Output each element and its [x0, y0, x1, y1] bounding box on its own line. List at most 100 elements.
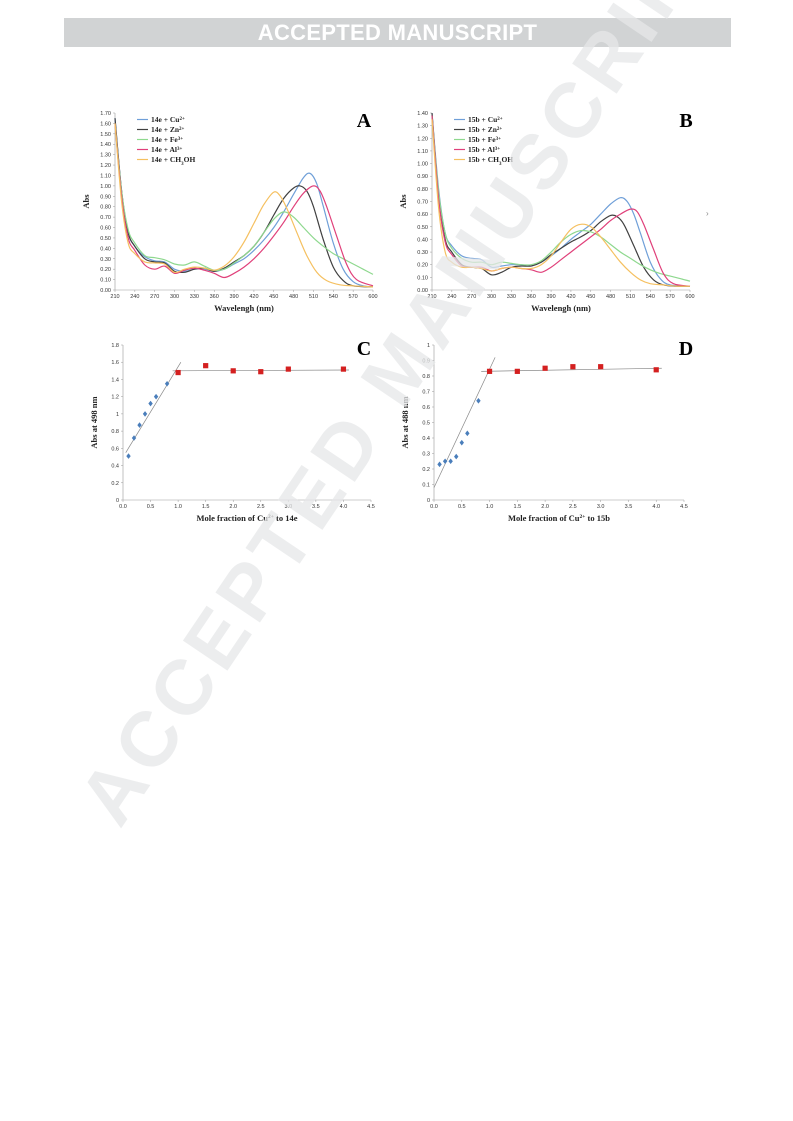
series-line-4 [114, 123, 374, 287]
x-tick-label: 3.5 [312, 504, 320, 510]
data-point-diamond [164, 380, 170, 387]
data-point-square [175, 369, 181, 376]
series-line-3 [431, 115, 691, 282]
x-tick-label: 4.5 [680, 504, 688, 510]
data-point-diamond [126, 453, 131, 459]
x-tick-label: 1.0 [174, 504, 182, 510]
data-point-diamond [442, 458, 448, 465]
y-tick-label: 0.90 [100, 194, 111, 200]
x-tick-label: 600 [368, 294, 377, 300]
x-tick-label: 2.5 [257, 504, 265, 510]
y-tick-label: 1.10 [100, 173, 111, 179]
data-point-square [230, 368, 236, 374]
y-tick-label: 0.10 [100, 278, 111, 284]
data-point-diamond [459, 439, 464, 446]
y-tick-label: 1.30 [417, 124, 428, 130]
y-tick-label: 0.30 [100, 257, 111, 263]
y-tick-label: 0.30 [417, 250, 428, 256]
y-tick-label: 1 [116, 412, 119, 418]
x-tick-label: 210 [427, 294, 436, 300]
data-point-square [542, 365, 548, 371]
y-tick-label: 0.2 [111, 481, 119, 487]
legend-label: 14e + CH3OH [151, 155, 195, 167]
x-tick-label: 360 [527, 294, 536, 300]
data-point-diamond [454, 453, 459, 460]
x-tick-label: 3.0 [597, 504, 605, 510]
x-tick-label: 390 [546, 294, 555, 300]
y-tick-label: 0.1 [422, 483, 430, 489]
x-tick-label: 0.0 [119, 504, 127, 510]
y-tick-label: 0.60 [417, 212, 428, 218]
x-tick-label: 2.0 [541, 504, 549, 510]
x-tick-label: 540 [329, 294, 338, 300]
x-axis-title: Mole fraction of Cu2+ to 14e [196, 513, 297, 523]
y-tick-label: 1.8 [111, 343, 119, 349]
x-tick-label: 4.5 [367, 504, 375, 510]
y-tick-label: 0.60 [100, 226, 111, 232]
data-point-square [653, 367, 659, 373]
x-tick-label: 570 [666, 294, 675, 300]
data-point-square [514, 368, 520, 374]
series-line-1 [431, 112, 691, 287]
y-tick-label: 1.2 [111, 395, 119, 401]
series-line-1 [114, 118, 374, 288]
y-tick-label: 0.9 [422, 359, 430, 365]
data-point-square [285, 366, 291, 372]
y-tick-label: 0.4 [111, 464, 119, 470]
x-tick-label: 240 [130, 294, 139, 300]
y-tick-label: 1.6 [111, 360, 119, 366]
panel-letter: B [679, 110, 692, 132]
y-tick-label: 0.2 [422, 467, 430, 473]
x-tick-label: 600 [685, 294, 694, 300]
x-tick-label: 330 [190, 294, 199, 300]
x-tick-label: 4.0 [340, 504, 348, 510]
data-point-diamond [142, 411, 148, 417]
legend-label: 15b + Zn2+ [468, 125, 502, 134]
x-axis-title: Wavelengh (nm) [214, 303, 274, 313]
y-tick-label: 0.70 [100, 215, 111, 221]
y-tick-label: 0.8 [422, 374, 430, 380]
y-tick-label: 0.6 [111, 446, 119, 452]
y-tick-label: 0.7 [422, 390, 430, 396]
y-tick-label: 0.00 [417, 288, 428, 294]
y-tick-label: 0.80 [100, 205, 111, 211]
y-tick-label: 0.40 [417, 237, 428, 243]
data-point-square [203, 363, 209, 369]
y-tick-label: 1 [427, 343, 430, 349]
y-tick-label: 0 [427, 498, 430, 504]
y-tick-label: 1.20 [417, 136, 428, 142]
chart-b-svg: 0.00 0.10 0.20 0.30 0.40 0.50 0.60 0.70 0.80 0.90… [398, 110, 695, 313]
y-tick-label: 1.40 [417, 111, 428, 117]
x-tick-label: 570 [349, 294, 358, 300]
y-axis-title: Abs at 488 nm [400, 396, 410, 448]
y-tick-label: 0 [116, 498, 119, 504]
x-tick-label: 480 [606, 294, 615, 300]
x-tick-label: 480 [289, 294, 298, 300]
y-tick-label: 0.00 [100, 288, 111, 294]
data-point-square [340, 366, 347, 372]
series-line-5 [431, 119, 691, 287]
x-axis-title: Wavelengh (nm) [531, 303, 591, 313]
x-tick-label: 510 [309, 294, 318, 300]
x-tick-label: 420 [249, 294, 258, 300]
chart-a-svg: 0.00 0.10 0.20 0.30 0.40 0.50 0.60 0.70 0.80 0.90… [81, 110, 378, 313]
y-tick-label: 0.20 [100, 267, 111, 273]
y-tick-label: 0.50 [100, 236, 111, 242]
x-tick-label: 330 [507, 294, 516, 300]
y-tick-label: 0.5 [422, 421, 430, 427]
y-tick-label: 0.70 [417, 200, 428, 206]
y-axis-title: Abs [81, 194, 91, 209]
data-point-square [598, 364, 604, 370]
legend-label: 14e + Fe3+ [151, 135, 183, 144]
x-tick-label: 300 [170, 294, 179, 300]
legend-label: 14e + Al3+ [151, 145, 182, 154]
x-tick-label: 4.0 [652, 504, 660, 510]
x-tick-label: 1.5 [514, 504, 522, 510]
x-tick-label: 210 [110, 294, 119, 300]
x-tick-label: 240 [447, 294, 456, 300]
data-point-diamond [465, 430, 470, 437]
legend-label: 14e + Zn2+ [151, 125, 185, 134]
y-axis-title: Abs at 498 nm [89, 396, 99, 448]
x-tick-label: 450 [586, 294, 595, 300]
legend-label: 15b + Fe3+ [468, 135, 501, 144]
